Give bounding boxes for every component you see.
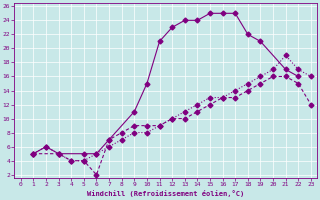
X-axis label: Windchill (Refroidissement éolien,°C): Windchill (Refroidissement éolien,°C) — [87, 190, 244, 197]
